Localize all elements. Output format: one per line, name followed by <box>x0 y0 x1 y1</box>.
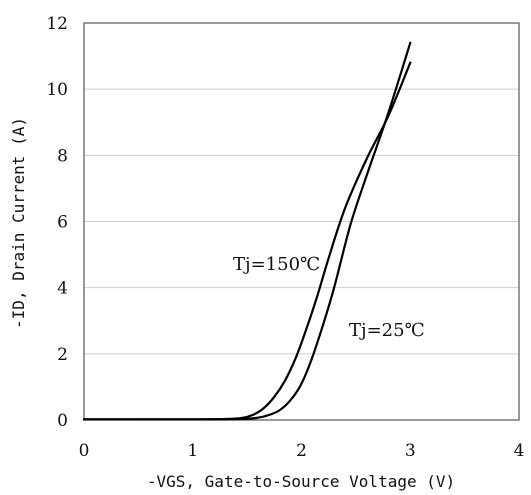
series-line-tj-25 <box>84 43 410 420</box>
y-tick-label: 6 <box>57 213 68 233</box>
x-tick-label: 0 <box>79 441 90 461</box>
series-line-tj-150 <box>84 63 410 420</box>
y-tick-label: 4 <box>57 279 68 299</box>
y-tick-label: 0 <box>57 411 68 431</box>
series-layer <box>84 43 410 420</box>
grid-layer <box>84 89 519 354</box>
annotation-tj-25: Tj=25℃ <box>349 320 425 341</box>
x-tick-label: 1 <box>187 441 198 461</box>
y-tick-labels: 0 2 4 6 8 10 12 <box>46 14 68 431</box>
x-tick-label: 4 <box>514 441 525 461</box>
y-axis-title: -ID, Drain Current (A) <box>9 117 28 329</box>
y-tick-label: 2 <box>57 345 68 365</box>
annotation-tj-150: Tj=150℃ <box>233 254 320 275</box>
x-tick-label: 3 <box>405 441 416 461</box>
x-axis-title: -VGS, Gate-to-Source Voltage (V) <box>147 472 455 491</box>
y-tick-label: 8 <box>57 146 68 166</box>
y-tick-label: 12 <box>46 14 68 34</box>
x-tick-label: 2 <box>296 441 307 461</box>
x-tick-labels: 0 1 2 3 4 <box>79 441 525 461</box>
y-tick-label: 10 <box>46 80 68 100</box>
